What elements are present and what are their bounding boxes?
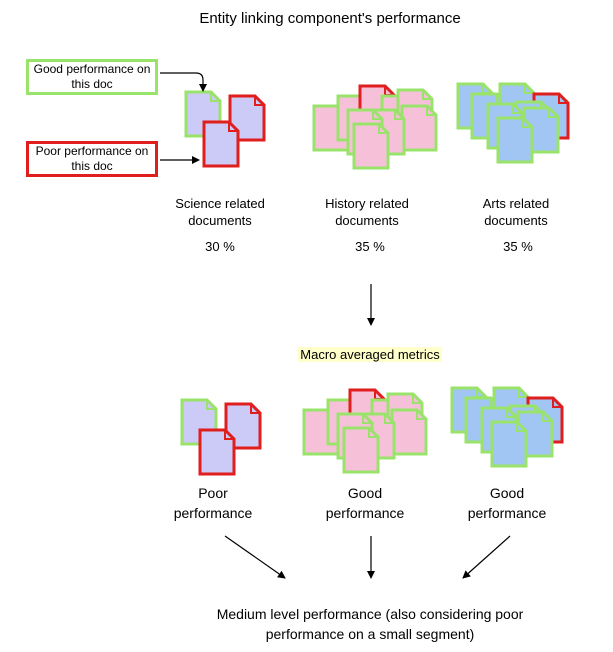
top-science-doc-poor xyxy=(202,120,240,168)
macro-highlight: Macro averaged metrics xyxy=(298,347,442,362)
legend-good-label: Good performance on this doc xyxy=(33,62,151,91)
result-history-label: Good performance xyxy=(325,485,405,521)
top-arts-doc-good xyxy=(496,116,534,164)
group-arts-share: 35 % xyxy=(503,239,533,254)
bottom-arts-doc-good xyxy=(490,420,528,468)
legend-poor-label: Poor performance on this doc xyxy=(35,144,149,173)
result-science-label: Poor performance xyxy=(173,485,253,521)
bottom-science-doc-poor xyxy=(198,428,236,476)
result-arrow-left xyxy=(224,535,286,579)
legend-good-arrow xyxy=(160,72,207,92)
group-science-label: Science related documents xyxy=(175,196,265,228)
result-arrow-right xyxy=(462,535,511,579)
bottom-history-doc-good xyxy=(390,408,428,456)
conclusion-text: Medium level performance (also consideri… xyxy=(216,606,524,642)
legend-poor-box: Poor performance on this doc xyxy=(26,141,158,177)
group-arts-label: Arts related documents xyxy=(482,196,550,228)
group-history-label: History related documents xyxy=(325,196,409,228)
group-history-share: 35 % xyxy=(355,239,385,254)
group-science-share: 30 % xyxy=(205,239,235,254)
legend-good-box: Good performance on this doc xyxy=(26,59,158,95)
diagram-title: Entity linking component's performance xyxy=(199,10,461,27)
macro-averaged-label: Macro averaged metrics xyxy=(250,346,490,363)
top-history-doc-good xyxy=(352,122,390,170)
top-history-doc-good xyxy=(400,104,438,152)
result-arts-label: Good performance xyxy=(467,485,547,521)
bottom-history-doc-good xyxy=(342,426,380,474)
